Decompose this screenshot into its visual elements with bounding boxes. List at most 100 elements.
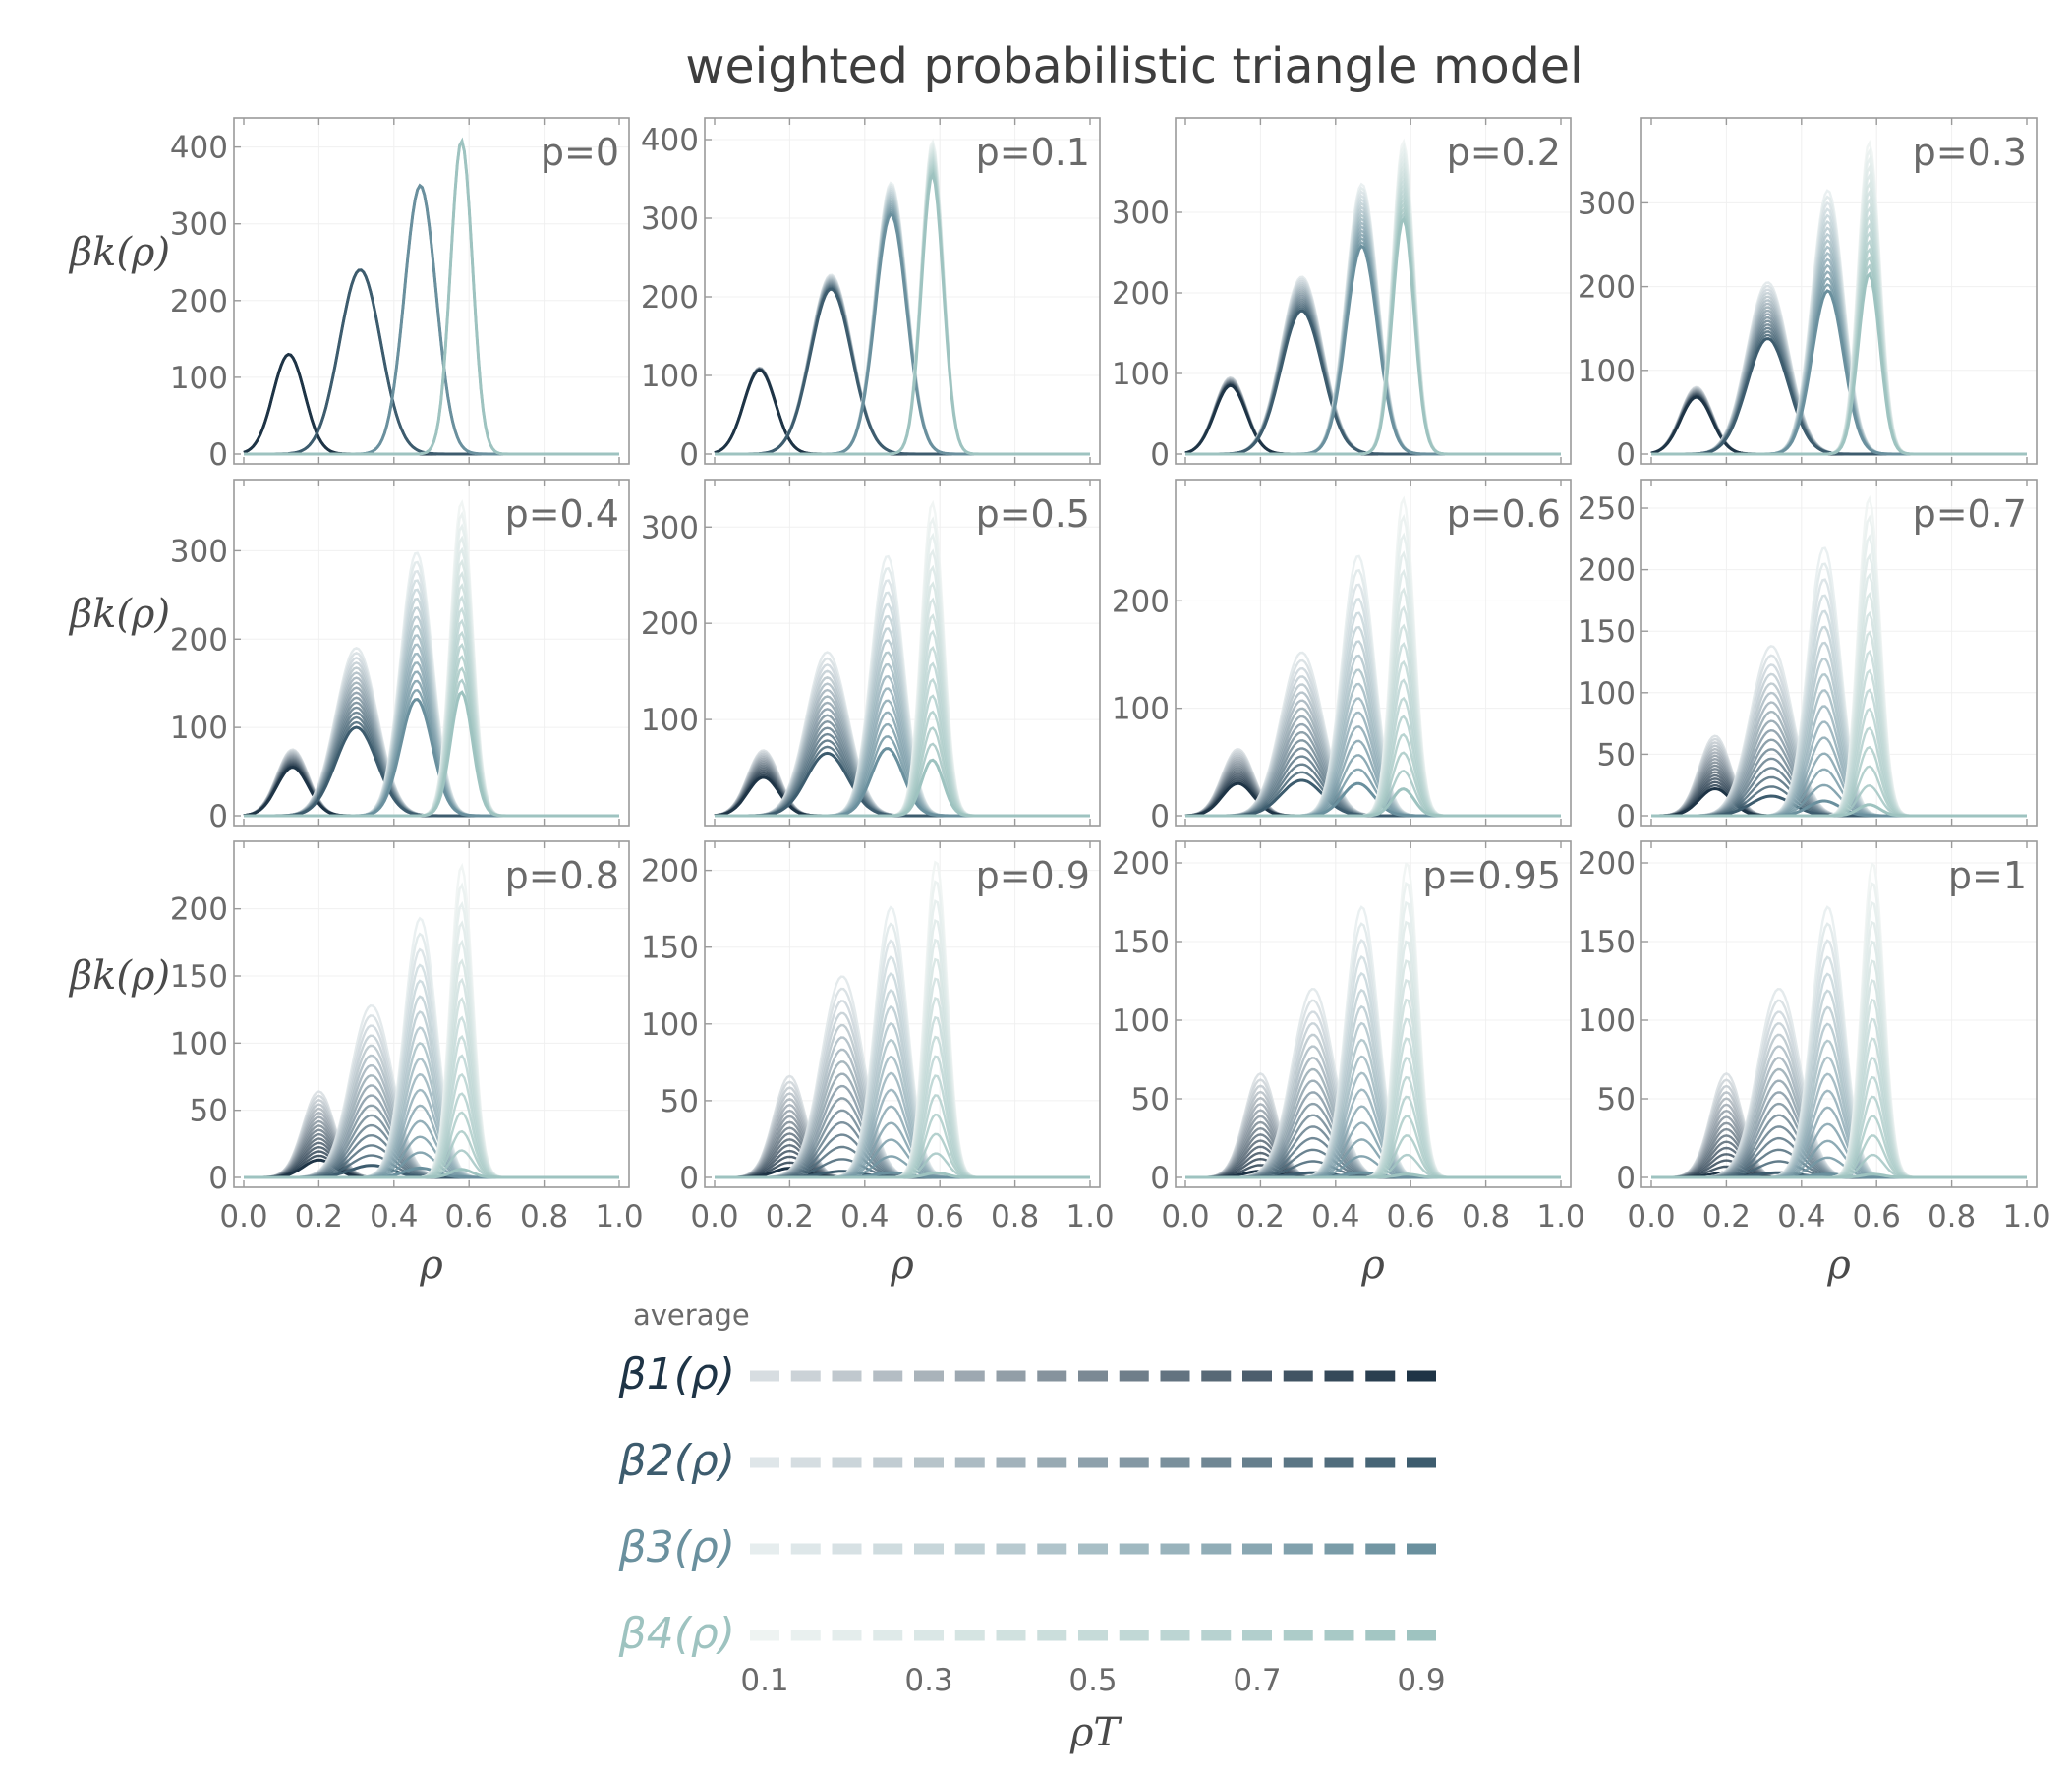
curve-beta3-rhoT-0.75 <box>244 183 619 456</box>
curve-beta2-rhoT-0.7 <box>244 268 619 456</box>
panel-frame <box>1640 117 2038 465</box>
panel-label: p=0.8 <box>505 854 619 897</box>
curve-beta2-rhoT-0.9 <box>1185 309 1561 456</box>
curve-beta1-rhoT-0.8 <box>714 368 1090 456</box>
curve-beta3-rhoT-0.2 <box>244 183 619 456</box>
x-tick-label: 0.2 <box>1237 1199 1285 1234</box>
y-tick-label: 150 <box>170 959 228 995</box>
curve-beta2-rhoT-0.7 <box>1651 323 2027 456</box>
y-tick-label: 50 <box>661 1084 699 1119</box>
x-tick-label: 0.8 <box>991 1199 1039 1234</box>
curve-beta2-rhoT-0.8 <box>715 286 1090 456</box>
curve-beta2-rhoT-0.1 <box>715 273 1090 456</box>
curve-beta4-rhoT-0.25 <box>1185 152 1561 456</box>
curve-beta2-rhoT-0.75 <box>715 285 1090 456</box>
x-tick-label: 0.0 <box>1627 1199 1675 1234</box>
curve-beta2-rhoT-0.4 <box>244 268 619 456</box>
curve-beta2-rhoT-0.45 <box>1185 290 1561 456</box>
y-tick-label: 200 <box>170 622 228 658</box>
curve-beta4-rhoT-0.35 <box>244 138 619 456</box>
curve-beta2-rhoT-0.25 <box>715 276 1090 456</box>
y-tick-label: 0 <box>1616 799 1636 834</box>
curve-beta2-rhoT-0.2 <box>715 275 1090 456</box>
curve-beta1-rhoT-0.45 <box>714 367 1090 456</box>
x-tick-label: 1.0 <box>2002 1199 2050 1234</box>
curve-beta3-rhoT-0.15 <box>1185 186 1561 456</box>
panel-frame <box>704 840 1101 1188</box>
curve-beta4-rhoT-0.45 <box>244 138 619 456</box>
y-tick-label: 300 <box>641 201 699 237</box>
curve-beta3-rhoT-0.3 <box>244 183 619 456</box>
panel-frame <box>704 479 1101 827</box>
panel-label: p=0.2 <box>1447 131 1561 174</box>
legend-axis-title: ρT <box>1069 1710 1123 1755</box>
y-tick-label: 0 <box>679 1161 699 1196</box>
curve-beta3-rhoT-0.1 <box>1185 182 1561 456</box>
curve-beta2-rhoT-0.1 <box>244 268 619 456</box>
curve-beta4-rhoT-0.65 <box>244 138 619 456</box>
panel-label: p=0.3 <box>1913 131 2027 174</box>
x-tick-label: 0.2 <box>295 1199 343 1234</box>
y-tick-label: 150 <box>641 931 699 966</box>
curve-beta1-rhoT-0.1 <box>1650 385 2027 456</box>
panel-label: p=0.5 <box>976 492 1090 536</box>
curve-beta1-rhoT-0.75 <box>243 353 619 456</box>
curve-beta4-rhoT-0.9 <box>1185 215 1561 456</box>
curve-beta4-rhoT-0.6 <box>1185 187 1561 456</box>
curve-beta1-rhoT-0.15 <box>243 353 619 456</box>
y-tick-label: 0 <box>1150 437 1170 473</box>
curve-beta1-rhoT-0.25 <box>714 367 1090 456</box>
y-tick-label: 200 <box>1578 846 1636 882</box>
curve-beta1-rhoT-0.35 <box>1184 378 1561 456</box>
curve-beta4-rhoT-0.35 <box>715 148 1090 456</box>
curve-beta3-rhoT-0.55 <box>244 183 619 456</box>
curve-beta4-rhoT-0.75 <box>244 138 619 456</box>
curve-beta3-rhoT-0.35 <box>715 191 1090 456</box>
curve-beta4-rhoT-0.85 <box>715 170 1090 456</box>
curve-beta4-rhoT-0.9 <box>715 758 1090 818</box>
curve-beta4-rhoT-0.2 <box>244 138 619 456</box>
curve-beta1-rhoT-0.2 <box>1184 376 1561 456</box>
curve-beta4-rhoT-0.65 <box>1185 192 1561 456</box>
y-tick-label: 300 <box>1112 196 1170 231</box>
curve-beta4-rhoT-0.55 <box>1185 182 1561 456</box>
panel-frame <box>1175 117 1572 465</box>
curve-beta2-rhoT-0.55 <box>244 268 619 456</box>
y-tick-label: 50 <box>1597 1082 1636 1117</box>
curve-beta3-rhoT-0.2 <box>1185 190 1561 456</box>
y-tick-label: 300 <box>170 207 228 243</box>
curve-beta4-rhoT-0.45 <box>715 152 1090 456</box>
x-tick-label: 0.6 <box>1853 1199 1901 1234</box>
panel-frame <box>233 479 630 827</box>
curve-beta1-rhoT-0.25 <box>1184 377 1561 456</box>
panel-label: p=0.9 <box>976 854 1090 897</box>
y-tick-label: 100 <box>170 361 228 396</box>
x-tick-label: 0.0 <box>1161 1199 1209 1234</box>
curve-beta2-rhoT-0.35 <box>1185 286 1561 456</box>
panel-p-0-8: 0 50 100 150 200 p=0.8 0.0 0.2 0.4 0.6 0.8 1.0 ρ βk(ρ… <box>68 840 644 1287</box>
curve-beta2-rhoT-0.45 <box>244 268 619 456</box>
curve-beta1-rhoT-0.15 <box>714 366 1090 456</box>
curve-beta2-rhoT-0.5 <box>244 268 619 456</box>
y-tick-label: 200 <box>641 280 699 315</box>
curve-beta2-rhoT-0.6 <box>244 268 619 456</box>
y-tick-label: 100 <box>170 1026 228 1061</box>
curve-beta2-rhoT-0.75 <box>1185 303 1561 456</box>
curve-beta1-rhoT-0.2 <box>714 367 1090 456</box>
curve-beta2-rhoT-0.7 <box>715 284 1090 456</box>
curve-beta2-rhoT-0.35 <box>244 268 619 456</box>
curve-beta3-rhoT-0.2 <box>715 185 1090 456</box>
x-tick-label: 0.4 <box>840 1199 889 1234</box>
curve-beta3-rhoT-0.5 <box>244 183 619 456</box>
y-tick-label: 400 <box>170 131 228 166</box>
y-tick-label: 0 <box>208 437 228 473</box>
curve-beta1-rhoT-0.5 <box>243 353 619 456</box>
curve-beta4-rhoT-0.7 <box>244 138 619 456</box>
curve-beta1-rhoT-0.15 <box>1184 376 1561 456</box>
panel-p-0-7: 0 50 100 150 200 250 p=0.7 <box>1578 479 2038 834</box>
curve-beta1-rhoT-0.3 <box>714 367 1090 456</box>
curve-beta2-rhoT-0.6 <box>715 282 1090 456</box>
panel-frame <box>1175 479 1572 827</box>
curve-beta3-rhoT-0.45 <box>244 183 619 456</box>
